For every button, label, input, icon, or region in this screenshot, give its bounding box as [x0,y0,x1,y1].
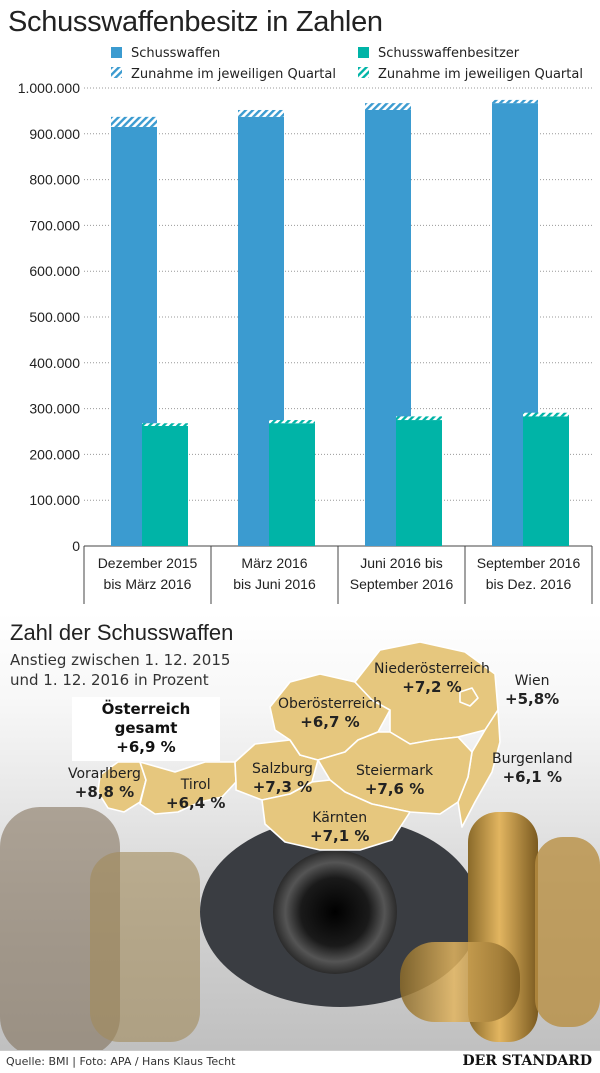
y-tick-label: 300.000 [29,401,80,417]
region-name: Salzburg [252,761,313,777]
region-name: Tirol [180,777,211,793]
region-value: +7,1 % [310,827,370,845]
bar-besitzer [523,416,569,546]
x-category-label: September 2016 [350,576,454,592]
region-name: Burgenland [492,751,573,767]
label-tirol: Tirol +6,4 % [166,776,225,812]
y-tick-label: 900.000 [29,126,80,142]
legend-label-schusswaffen: Schusswaffen [131,46,220,61]
x-category-label: bis Dez. 2016 [486,576,572,592]
total-value: +6,9 % [116,738,176,756]
bar-chart: Schusswaffen Zunahme im jeweiligen Quart… [18,46,593,604]
legend-label-besitzer-increase: Zunahme im jeweiligen Quartal [378,67,583,82]
y-tick-label: 700.000 [29,217,80,233]
region-value: +8,8 % [74,783,135,801]
chart-title: Schusswaffenbesitz in Zahlen [8,6,383,38]
bar-besitzer-increase [269,420,315,424]
footer: Quelle: BMI | Foto: APA / Hans Klaus Tec… [0,1050,600,1073]
y-tick-label: 100.000 [29,492,80,508]
map-title: Zahl der Schusswaffen [10,620,234,645]
region-value: +5,8% [505,690,560,708]
region-value: +7,6 % [364,780,425,798]
bar-besitzer [269,423,315,546]
region-wien [459,687,479,707]
region-kaernten [261,779,411,851]
total-label: Österreich gesamt [101,700,191,737]
y-tick-label: 500.000 [29,309,80,325]
map-subtitle-line2: und 1. 12. 2016 in Prozent [10,671,209,689]
x-category-label: März 2016 [241,555,307,571]
map-section: Zahl der Schusswaffen Anstieg zwischen 1… [0,612,600,1073]
bullet-shape [400,942,520,1022]
y-tick-label: 0 [72,538,80,554]
legend-label-besitzer: Schusswaffenbesitzer [378,46,520,61]
bullet-shape [535,837,600,1027]
austria-map [97,641,501,851]
x-category-label: bis Juni 2016 [233,576,316,592]
x-category-label: September 2016 [477,555,581,571]
bar-schusswaffen-increase [111,116,157,127]
region-value: +6,1 % [502,768,562,786]
region-name: Niederösterreich [374,661,490,677]
label-vorarlberg: Vorarlberg +8,8 % [68,765,141,801]
bar-besitzer-increase [396,416,442,421]
region-name: Vorarlberg [68,766,141,782]
bullets-photo [0,807,600,1057]
label-niederoesterreich: Niederösterreich +7,2 % [374,660,490,696]
region-value: +7,3 % [252,778,313,796]
x-category-label: Juni 2016 bis [360,555,443,571]
pistol-barrel [273,850,397,974]
map-subtitle-line1: Anstieg zwischen 1. 12. 2015 [10,651,231,669]
region-name: Kärnten [312,810,368,826]
region-niederoesterreich [354,641,499,745]
label-burgenland: Burgenland +6,1 % [492,750,573,786]
legend-swatch-besitzer [358,47,369,58]
bar-schusswaffen-increase [238,109,284,117]
bar-schusswaffen-increase [492,99,538,104]
label-oberoesterreich: Oberösterreich +6,7 % [278,695,382,731]
label-salzburg: Salzburg +7,3 % [252,760,313,796]
y-tick-label: 200.000 [29,446,80,462]
legend-swatch-schusswaffen [111,47,122,58]
bar-besitzer [142,426,188,546]
region-name: Oberösterreich [278,696,382,712]
source-credit: Quelle: BMI | Foto: APA / Hans Klaus Tec… [6,1055,236,1068]
x-category-label: Dezember 2015 [98,555,198,571]
bullet-shape [90,852,200,1042]
bar-schusswaffen-increase [365,103,411,110]
legend-label-schusswaffen-increase: Zunahme im jeweiligen Quartal [131,67,336,82]
total-box: Österreich gesamt +6,9 % [72,697,220,761]
y-tick-label: 400.000 [29,355,80,371]
bar-besitzer-increase [523,412,569,417]
legend-swatch-schusswaffen-increase [111,67,122,78]
region-value: +6,4 % [166,794,226,812]
map-subtitle: Anstieg zwischen 1. 12. 2015 und 1. 12. … [10,650,270,690]
y-tick-label: 1.000.000 [18,80,80,96]
bar-besitzer-increase [142,423,188,427]
region-name: Steiermark [356,763,434,779]
y-tick-label: 600.000 [29,263,80,279]
region-value: +6,7 % [300,713,360,731]
y-tick-label: 800.000 [29,172,80,188]
region-tirol [139,761,237,815]
brand-logo: DER STANDARD [462,1053,592,1069]
label-kaernten: Kärnten +7,1 % [310,809,369,845]
label-steiermark: Steiermark +7,6 % [356,762,433,798]
bar-besitzer [396,420,442,546]
region-name: Wien [514,673,550,689]
legend-swatch-besitzer-increase [358,67,369,78]
x-category-label: bis März 2016 [104,576,192,592]
label-wien: Wien +5,8% [505,672,559,708]
region-value: +7,2 % [402,678,462,696]
